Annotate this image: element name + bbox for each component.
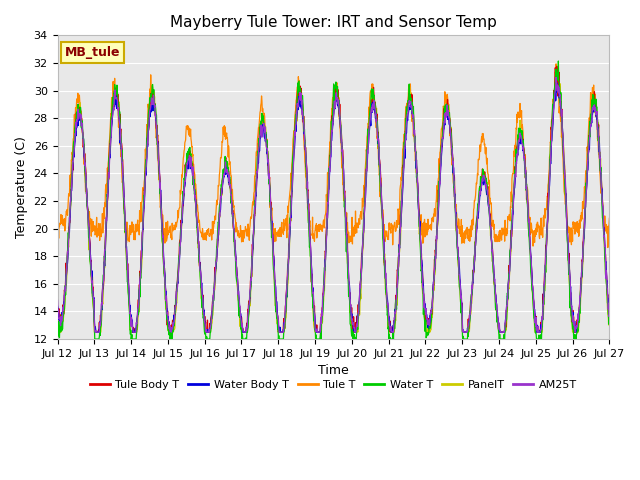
Y-axis label: Temperature (C): Temperature (C)	[15, 136, 28, 238]
Legend: Tule Body T, Water Body T, Tule T, Water T, PanelT, AM25T: Tule Body T, Water Body T, Tule T, Water…	[85, 375, 582, 394]
X-axis label: Time: Time	[318, 364, 349, 377]
Title: Mayberry Tule Tower: IRT and Sensor Temp: Mayberry Tule Tower: IRT and Sensor Temp	[170, 15, 497, 30]
Text: MB_tule: MB_tule	[65, 46, 120, 59]
